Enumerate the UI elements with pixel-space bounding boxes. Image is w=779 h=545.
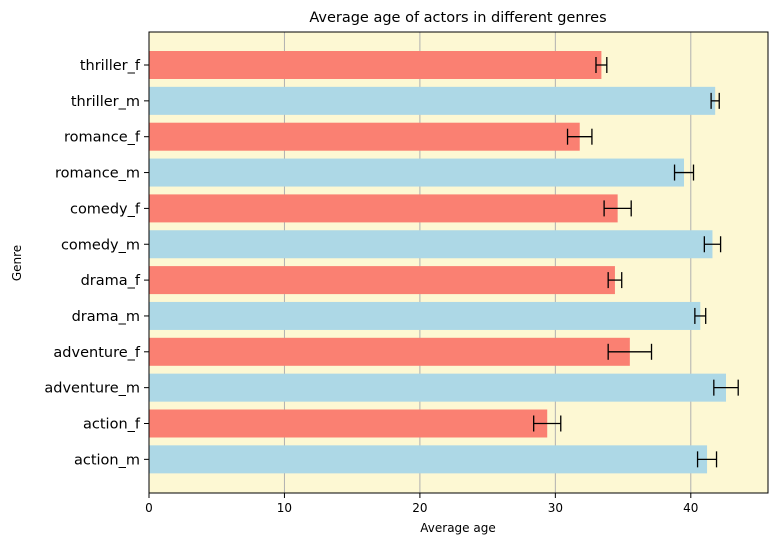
x-tick-label-0: 0 [145, 501, 153, 515]
y-tick-label-adventure_f: adventure_f [53, 345, 140, 361]
y-tick-label-thriller_m: thriller_m [71, 94, 140, 110]
y-tick-label-action_f: action_f [83, 417, 141, 433]
x-axis-label: Average age [420, 521, 495, 535]
x-tick-label-20: 20 [412, 501, 427, 515]
bar-adventure_m [149, 373, 727, 402]
y-axis-label: Genre [10, 245, 24, 281]
bar-comedy_m [149, 230, 713, 259]
bar-thriller_f [149, 51, 602, 79]
y-tick-label-romance_m: romance_m [55, 166, 140, 182]
bar-action_f [149, 409, 548, 438]
bar-adventure_f [149, 337, 630, 366]
bar-comedy_f [149, 194, 618, 223]
y-tick-label-drama_f: drama_f [81, 273, 141, 289]
x-tick-label-40: 40 [683, 501, 698, 515]
bar-drama_m [149, 301, 701, 330]
y-tick-label-thriller_f: thriller_f [80, 58, 141, 74]
bar-action_m [149, 445, 708, 474]
plot-frame [148, 31, 769, 494]
y-tick-label-comedy_f: comedy_f [70, 201, 141, 217]
bar-romance_m [149, 158, 685, 187]
bar-romance_f [149, 122, 580, 151]
bar-drama_f [149, 266, 615, 295]
y-tick-label-comedy_m: comedy_m [61, 237, 140, 253]
chart-title: Average age of actors in different genre… [309, 10, 606, 26]
y-tick-label-adventure_m: adventure_m [44, 381, 140, 397]
bar-thriller_m [149, 86, 716, 115]
x-tick-label-30: 30 [548, 501, 563, 515]
y-tick-label-drama_m: drama_m [72, 309, 140, 325]
y-tick-label-romance_f: romance_f [64, 130, 141, 146]
x-tick-label-10: 10 [277, 501, 292, 515]
y-tick-label-action_m: action_m [74, 452, 140, 468]
